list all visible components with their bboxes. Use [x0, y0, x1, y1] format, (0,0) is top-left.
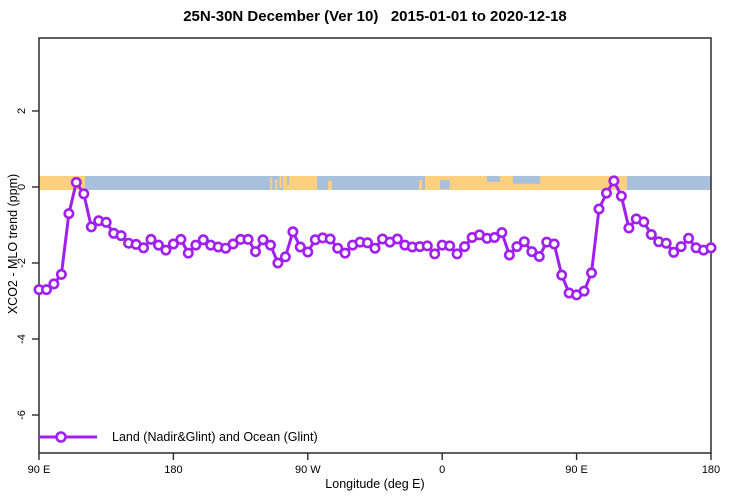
- data-point: [705, 242, 717, 254]
- data-point: [85, 221, 97, 233]
- data-point: [70, 176, 82, 188]
- legend-marker: [55, 431, 67, 443]
- data-point: [533, 251, 545, 263]
- data-point: [175, 233, 187, 245]
- data-point: [488, 232, 500, 244]
- data-point: [167, 238, 179, 250]
- data-point: [451, 248, 463, 260]
- y-tick-label: -2: [16, 258, 28, 268]
- legend-label: Land (Nadir&Glint) and Ocean (Glint): [112, 430, 318, 444]
- y-tick-label: -6: [16, 410, 28, 420]
- map-band-patch-land: [275, 179, 278, 191]
- data-point: [593, 203, 605, 215]
- y-tick-label: -4: [16, 334, 28, 344]
- x-tick-label: 90 E: [565, 464, 588, 476]
- data-line: [37, 179, 713, 297]
- data-point: [429, 248, 441, 260]
- map-band-patch-land: [327, 180, 332, 191]
- data-point: [302, 246, 314, 258]
- map-band-patch-land: [270, 177, 273, 191]
- data-point: [48, 278, 60, 290]
- data-point: [279, 251, 291, 263]
- data-point: [459, 241, 471, 253]
- data-point: [250, 246, 262, 258]
- data-point: [242, 233, 254, 245]
- x-tick-label: 180: [164, 464, 182, 476]
- data-point: [257, 234, 269, 246]
- data-point: [556, 269, 568, 281]
- chart-title: 25N-30N December (Ver 10) 2015-01-01 to …: [183, 8, 567, 25]
- data-point: [324, 233, 336, 245]
- map-band-segment-ocean: [626, 175, 711, 191]
- data-point: [227, 238, 239, 250]
- data-point: [182, 247, 194, 259]
- data-point: [638, 216, 650, 228]
- data-point: [361, 237, 373, 249]
- map-band-patch-ocean: [286, 175, 290, 186]
- data-point: [264, 239, 276, 251]
- map-band-segment-ocean: [317, 175, 426, 191]
- data-point: [503, 249, 515, 261]
- data-point: [391, 233, 403, 245]
- data-point: [160, 244, 172, 256]
- x-tick-label: 90 E: [28, 464, 51, 476]
- map-band-patch-land: [279, 175, 282, 188]
- data-point: [683, 232, 695, 244]
- data-point: [548, 238, 560, 250]
- x-axis-title: Longitude (deg E): [325, 477, 425, 491]
- data-point: [100, 216, 112, 228]
- data-point: [115, 230, 127, 242]
- map-band-segment-ocean: [84, 175, 284, 191]
- x-tick-label: 90 W: [295, 464, 321, 476]
- data-point: [496, 227, 508, 239]
- data-point: [600, 187, 612, 199]
- data-point: [138, 242, 150, 254]
- data-point: [78, 188, 90, 200]
- data-point: [55, 268, 67, 280]
- data-point: [645, 229, 657, 241]
- data-point: [526, 246, 538, 258]
- data-point: [608, 175, 620, 187]
- data-point: [63, 208, 75, 220]
- data-point: [40, 284, 52, 296]
- data-point: [668, 246, 680, 258]
- data-point: [332, 242, 344, 254]
- x-tick-label: 0: [439, 464, 445, 476]
- data-point: [369, 242, 381, 254]
- data-point: [511, 241, 523, 253]
- data-point: [623, 222, 635, 234]
- x-tick-label: 180: [702, 464, 720, 476]
- data-point: [145, 233, 157, 245]
- map-band-patch-ocean: [512, 175, 541, 184]
- data-point: [518, 236, 530, 248]
- data-point: [675, 241, 687, 253]
- data-point: [444, 240, 456, 252]
- data-point: [585, 267, 597, 279]
- data-point: [153, 239, 165, 251]
- data-point: [272, 257, 284, 269]
- data-point: [578, 285, 590, 297]
- map-band-patch-land: [419, 180, 423, 191]
- data-point: [339, 247, 351, 259]
- data-point: [197, 234, 209, 246]
- map-band-patch-ocean: [487, 175, 500, 182]
- data-point: [615, 190, 627, 202]
- data-point: [294, 241, 306, 253]
- data-point: [421, 240, 433, 252]
- map-band-segment-land: [283, 175, 318, 191]
- data-point: [190, 239, 202, 251]
- y-tick-label: 2: [16, 108, 28, 114]
- map-band-patch-ocean: [439, 180, 450, 190]
- data-point: [660, 237, 672, 249]
- y-tick-label: 0: [16, 184, 28, 190]
- data-point: [287, 226, 299, 238]
